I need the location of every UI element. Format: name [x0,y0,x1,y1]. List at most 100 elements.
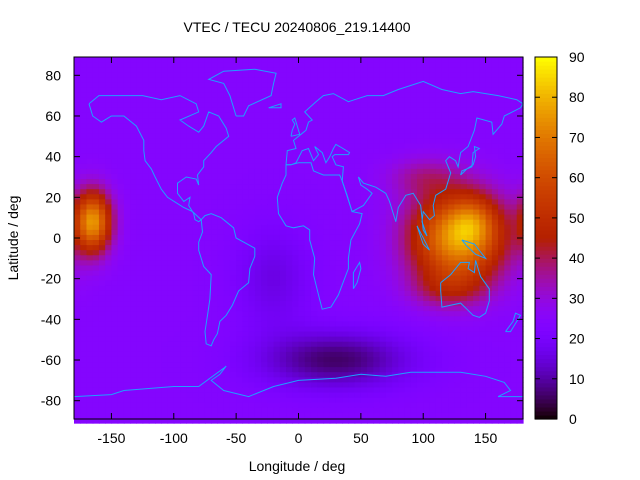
heatmap-cell [398,402,406,409]
heatmap-cell [180,245,187,251]
heatmap-cell [473,57,480,63]
heatmap-cell [167,234,175,241]
heatmap-cell [385,118,393,124]
heatmap-cell [161,214,169,221]
heatmap-cell [229,148,237,155]
heatmap-cell [130,118,137,124]
heatmap-cell [80,407,88,414]
heatmap-cell [279,351,287,358]
heatmap-cell [304,331,312,338]
heatmap-cell [516,311,524,317]
heatmap-cell [155,153,162,160]
heatmap-cell [410,57,418,63]
heatmap-cell [416,224,424,231]
heatmap-cell [142,97,150,104]
heatmap-cell [348,250,356,256]
heatmap-cell [105,118,113,124]
heatmap-cell [261,92,268,99]
heatmap-cell [92,194,100,200]
heatmap-cell [304,102,312,109]
heatmap-cell [117,341,125,348]
heatmap-cell [223,158,231,165]
heatmap-cell [404,336,412,343]
heatmap-cell [460,179,468,185]
heatmap-cell [379,275,387,282]
heatmap-cell [161,377,169,383]
heatmap-cell [80,270,88,277]
heatmap-cell [348,77,356,84]
heatmap-cell [379,306,387,312]
heatmap-cell [142,240,150,246]
heatmap-cell [310,351,318,358]
heatmap-cell [223,387,231,394]
heatmap-cell [292,128,300,134]
heatmap-cell [80,204,88,211]
heatmap-cell [155,275,162,282]
heatmap-cell [416,128,424,134]
heatmap-cell [136,260,144,267]
heatmap-cell [292,184,300,190]
heatmap-cell [229,367,237,373]
heatmap-cell [491,148,499,155]
heatmap-cell [491,372,499,378]
heatmap-cell [485,250,493,256]
heatmap-cell [279,372,287,378]
heatmap-cell [379,265,387,272]
heatmap-cell [173,148,181,155]
heatmap-cell [367,341,374,348]
heatmap-cell [385,387,393,394]
heatmap-cell [398,128,406,134]
heatmap-cell [466,285,474,292]
heatmap-cell [180,199,187,206]
heatmap-cell [429,173,437,180]
heatmap-cell [80,107,88,114]
heatmap-cell [192,158,200,165]
heatmap-cell [105,229,113,236]
heatmap-cell [404,112,412,119]
heatmap-cell [123,341,131,348]
heatmap-cell [298,336,306,343]
heatmap-cell [491,163,499,170]
heatmap-cell [460,260,468,267]
heatmap-cell [267,102,275,109]
heatmap-cell [273,184,281,190]
heatmap-cell [416,92,424,99]
heatmap-cell [74,321,81,328]
heatmap-cell [498,275,505,282]
heatmap-cell [192,118,200,124]
heatmap-cell [348,214,356,221]
heatmap-cell [498,346,505,353]
heatmap-cell [298,331,306,338]
heatmap-cell [173,311,181,317]
heatmap-cell [435,138,443,145]
heatmap-cell [491,102,499,109]
heatmap-cell [423,316,431,322]
heatmap-cell [292,204,300,211]
heatmap-cell [279,77,287,84]
heatmap-cell [348,138,356,145]
heatmap-cell [416,377,424,383]
heatmap-cell [130,240,137,246]
heatmap-cell [485,112,493,119]
heatmap-cell [211,184,219,190]
heatmap-cell [267,290,275,297]
heatmap-cell [416,97,424,104]
heatmap-cell [242,285,250,292]
heatmap-cell [267,97,275,104]
heatmap-cell [423,204,431,211]
heatmap-cell [123,240,131,246]
heatmap-cell [423,321,431,328]
heatmap-cell [186,240,194,246]
heatmap-cell [248,245,256,251]
heatmap-cell [248,362,256,368]
heatmap-cell [217,128,225,134]
heatmap-cell [286,346,293,353]
heatmap-cell [310,362,318,368]
heatmap-cell [148,321,156,328]
heatmap-cell [385,92,393,99]
heatmap-cell [248,397,256,404]
heatmap-cell [460,321,468,328]
heatmap-cell [248,250,256,256]
heatmap-cell [360,362,368,368]
heatmap-cell [310,123,318,129]
